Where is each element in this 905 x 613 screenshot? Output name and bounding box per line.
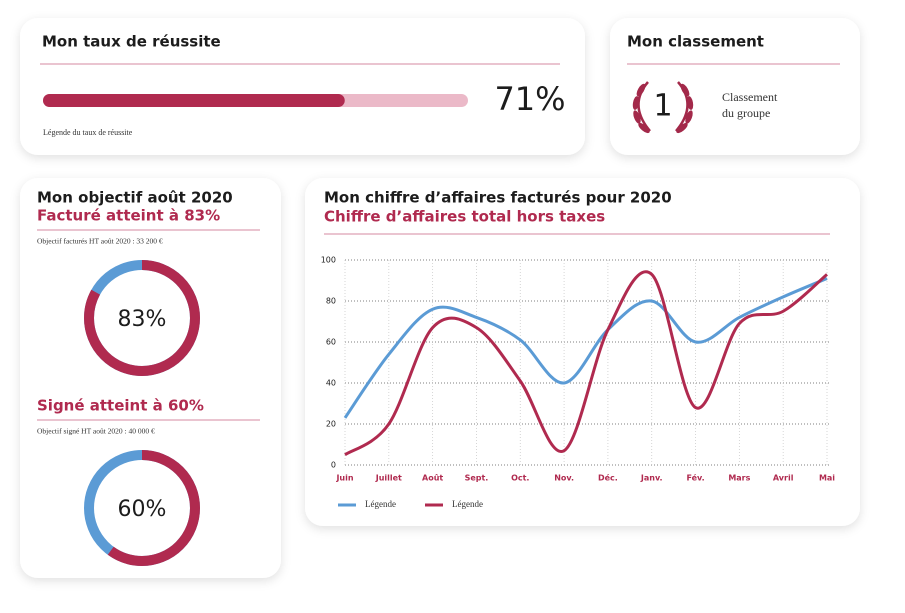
- x-tick-label: Mars: [728, 474, 750, 483]
- x-tick-label: Mai: [819, 474, 835, 483]
- gauge-arc: [84, 260, 200, 376]
- caption: du groupe: [722, 106, 770, 120]
- gauge-heading: Facturé atteint à 83%: [37, 207, 220, 225]
- caption: Classement: [722, 90, 778, 104]
- card-title: Mon classement: [627, 33, 764, 51]
- chart-subtitle: Chiffre d’affaires total hors taxes: [324, 208, 605, 226]
- y-tick-label: 0: [331, 461, 336, 470]
- caption: Objectif signé HT août 2020 : 40 000 €: [37, 427, 155, 436]
- y-tick-label: 40: [326, 379, 336, 388]
- legend-label: Légende: [365, 499, 396, 509]
- chart-title: Mon chiffre d’affaires facturés pour 202…: [324, 189, 672, 207]
- caption: Légende du taux de réussite: [43, 128, 133, 137]
- objective-card: [20, 178, 281, 578]
- y-tick-label: 20: [326, 420, 336, 429]
- progress-fill: [43, 94, 345, 107]
- caption: Objectif facturés HT août 2020 : 33 200 …: [37, 237, 163, 246]
- gauge-heading: Signé atteint à 60%: [37, 397, 204, 415]
- success-card: [20, 18, 585, 155]
- x-tick-label: Avril: [773, 474, 794, 483]
- x-tick-label: Déc.: [598, 473, 618, 483]
- x-tick-label: Juillet: [375, 474, 402, 483]
- laurels: [632, 81, 694, 134]
- series-line: [343, 277, 828, 419]
- y-tick-label: 60: [326, 338, 336, 347]
- x-tick-label: Août: [422, 474, 443, 483]
- chart-card: [305, 178, 860, 526]
- x-tick-label: Juin: [335, 474, 353, 483]
- x-tick-label: Oct.: [511, 474, 529, 483]
- y-tick-label: 100: [321, 256, 336, 265]
- x-tick-label: Fév.: [686, 473, 704, 483]
- legend-label: Légende: [452, 499, 483, 509]
- gauge-value: 83%: [118, 307, 167, 332]
- gauge-value: 60%: [118, 497, 167, 522]
- rank: 1: [653, 89, 672, 124]
- ranking-card: [610, 18, 860, 155]
- series-line: [344, 270, 828, 457]
- x-tick-label: Sept.: [465, 474, 489, 483]
- gauge-arc: [84, 450, 200, 566]
- card-title: Mon taux de réussite: [42, 33, 221, 51]
- x-tick-label: Janv.: [640, 474, 663, 483]
- y-tick-label: 80: [326, 297, 336, 306]
- x-tick-label: Nov.: [554, 474, 574, 483]
- success-value: 71%: [494, 80, 565, 118]
- card-title: Mon objectif août 2020: [37, 189, 233, 207]
